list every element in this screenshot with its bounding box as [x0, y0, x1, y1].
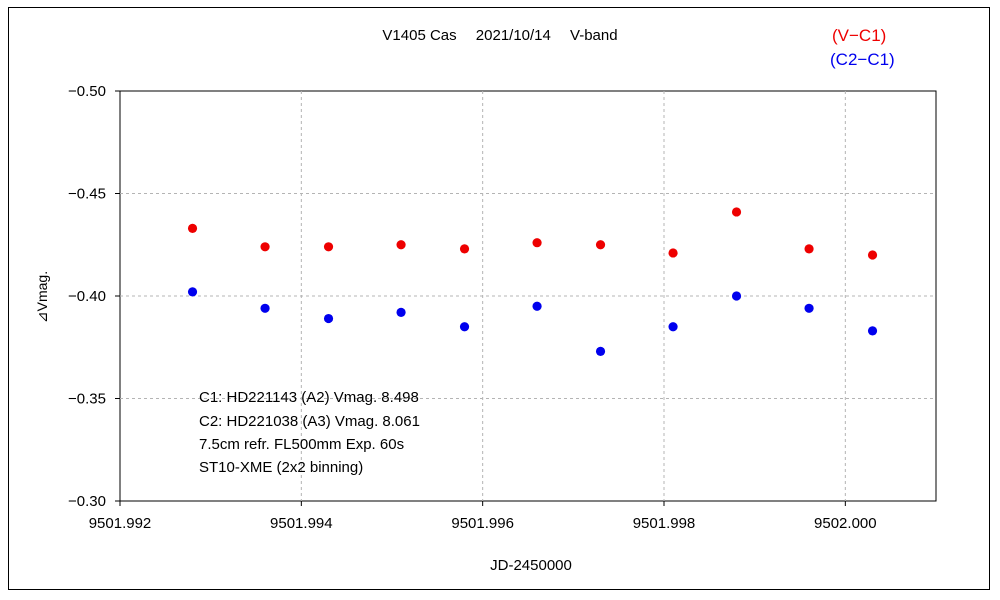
data-point-c2-c1 [668, 322, 678, 332]
data-point-v-c1 [867, 250, 878, 260]
data-point-v-c1 [668, 248, 678, 258]
data-point-v-c1 [187, 223, 198, 233]
data-point-v-c1 [731, 207, 742, 217]
data-point-c2-c1 [459, 322, 470, 332]
y-axis-label: ⊿Vmag. [34, 271, 50, 323]
x-tick-label: 9501.992 [89, 515, 152, 532]
data-point-v-c1 [459, 244, 470, 254]
data-point-c2-c1 [595, 346, 606, 356]
data-point-c2-c1 [323, 313, 334, 324]
data-point-c2-c1 [396, 307, 406, 317]
data-point-v-c1 [595, 240, 606, 250]
chart-title: V1405 Cas 2021/10/14 V-band [382, 27, 617, 44]
data-point-v-c1 [396, 240, 406, 250]
axis-ticks: 9501.992 9501.994 9501.996 9501.998 9502.000… [68, 83, 877, 532]
x-axis-label: JD-2450000 [490, 557, 572, 574]
y-tick-label: −0.40 [68, 288, 106, 305]
data-point-v-c1 [804, 244, 814, 254]
y-tick-label: −0.30 [68, 493, 106, 510]
y-tick-label: −0.35 [68, 391, 106, 408]
data-point-v-c1 [260, 242, 270, 252]
grid [120, 91, 936, 501]
data-point-c2-c1 [187, 287, 198, 297]
data-point-c2-c1 [260, 303, 270, 313]
x-tick-label: 9502.000 [814, 515, 877, 532]
annotation-box: C1: HD221143 (A2) Vmag. 8.498 C2: HD2210… [199, 389, 420, 476]
y-tick-label: −0.50 [68, 83, 106, 100]
data-point-c2-c1 [731, 291, 742, 301]
x-tick-label: 9501.998 [633, 515, 696, 532]
annotation-line: 7.5cm refr. FL500mm Exp. 60s [199, 436, 404, 453]
data-point-c2-c1 [532, 301, 542, 311]
annotation-line: ST10-XME (2x2 binning) [199, 459, 363, 476]
annotation-line: C1: HD221143 (A2) Vmag. 8.498 [199, 389, 419, 406]
data-point-c2-c1 [804, 303, 814, 313]
data-points [187, 207, 878, 356]
data-point-v-c1 [323, 242, 334, 252]
x-tick-label: 9501.994 [270, 515, 333, 532]
legend-entry-v-c1: (V−C1) [832, 26, 886, 45]
y-tick-label: −0.45 [68, 186, 106, 203]
data-point-c2-c1 [867, 326, 878, 336]
legend-entry-c2-c1: (C2−C1) [830, 50, 895, 69]
data-point-v-c1 [532, 238, 542, 248]
annotation-line: C2: HD221038 (A3) Vmag. 8.061 [199, 413, 420, 430]
x-tick-label: 9501.996 [451, 515, 514, 532]
